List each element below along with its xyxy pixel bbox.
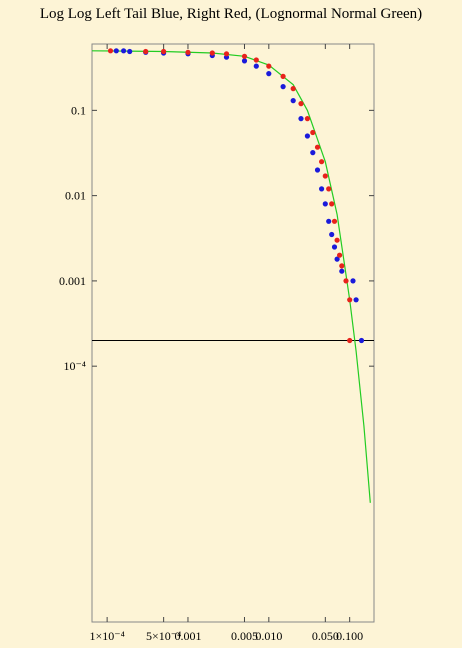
x-tick-label: 5×10⁻⁴ [146,629,181,643]
data-point [358,337,365,344]
data-point [113,48,119,54]
plot-border [91,43,375,623]
data-point [319,159,325,165]
data-point [241,58,248,64]
data-point [339,268,345,274]
data-point [326,218,332,224]
data-point [121,48,127,54]
y-tick-label: 10⁻⁴ [63,359,86,373]
data-point [339,263,345,269]
data-point [290,98,296,104]
y-tick-label: 0.01 [65,189,86,203]
x-tick-label: 1×10⁻⁴ [89,629,124,643]
data-point [304,116,310,122]
data-point [310,150,316,156]
plot-frame [91,43,375,623]
data-point [319,186,325,192]
y-tick-label: 0.001 [59,274,86,288]
x-tick-label: 0.010 [255,629,282,643]
data-point [322,201,328,207]
data-point [266,71,272,77]
x-tick-label: 0.050 [312,629,339,643]
data-point [331,218,338,224]
data-point [290,86,296,92]
x-tick-label: 0.001 [174,629,201,643]
data-point [209,50,215,56]
data-point [334,256,340,262]
data-point [314,144,321,150]
data-point [241,53,248,59]
data-point [253,57,259,63]
data-point [347,297,353,303]
x-tick-label: 0.100 [336,629,363,643]
x-tick-label: 0.005 [231,629,258,643]
data-point [326,186,332,192]
data-point [298,101,304,107]
curve-layer [91,50,371,503]
points-layer [107,48,365,344]
data-point [350,278,356,284]
data-point [337,252,343,258]
data-point [353,297,359,303]
data-point [334,237,340,243]
data-point [304,133,310,139]
series-line [91,50,371,503]
data-point [107,48,114,54]
data-point [266,63,272,69]
data-point [298,116,304,122]
data-point [343,278,349,284]
data-point [314,167,321,173]
data-point [329,201,335,207]
data-point [280,73,286,79]
data-point [185,49,191,55]
data-point [161,48,167,55]
data-point [310,129,316,136]
data-point [143,48,149,55]
data-point [329,231,335,238]
data-point [127,48,133,55]
data-point [280,84,286,90]
data-point [347,337,353,344]
y-tick-label: 0.1 [71,103,86,117]
data-point [322,173,328,179]
chart-title: Log Log Left Tail Blue, Right Red, (Logn… [39,6,423,22]
data-point [253,63,259,69]
data-point [331,244,338,250]
data-point [223,51,230,57]
